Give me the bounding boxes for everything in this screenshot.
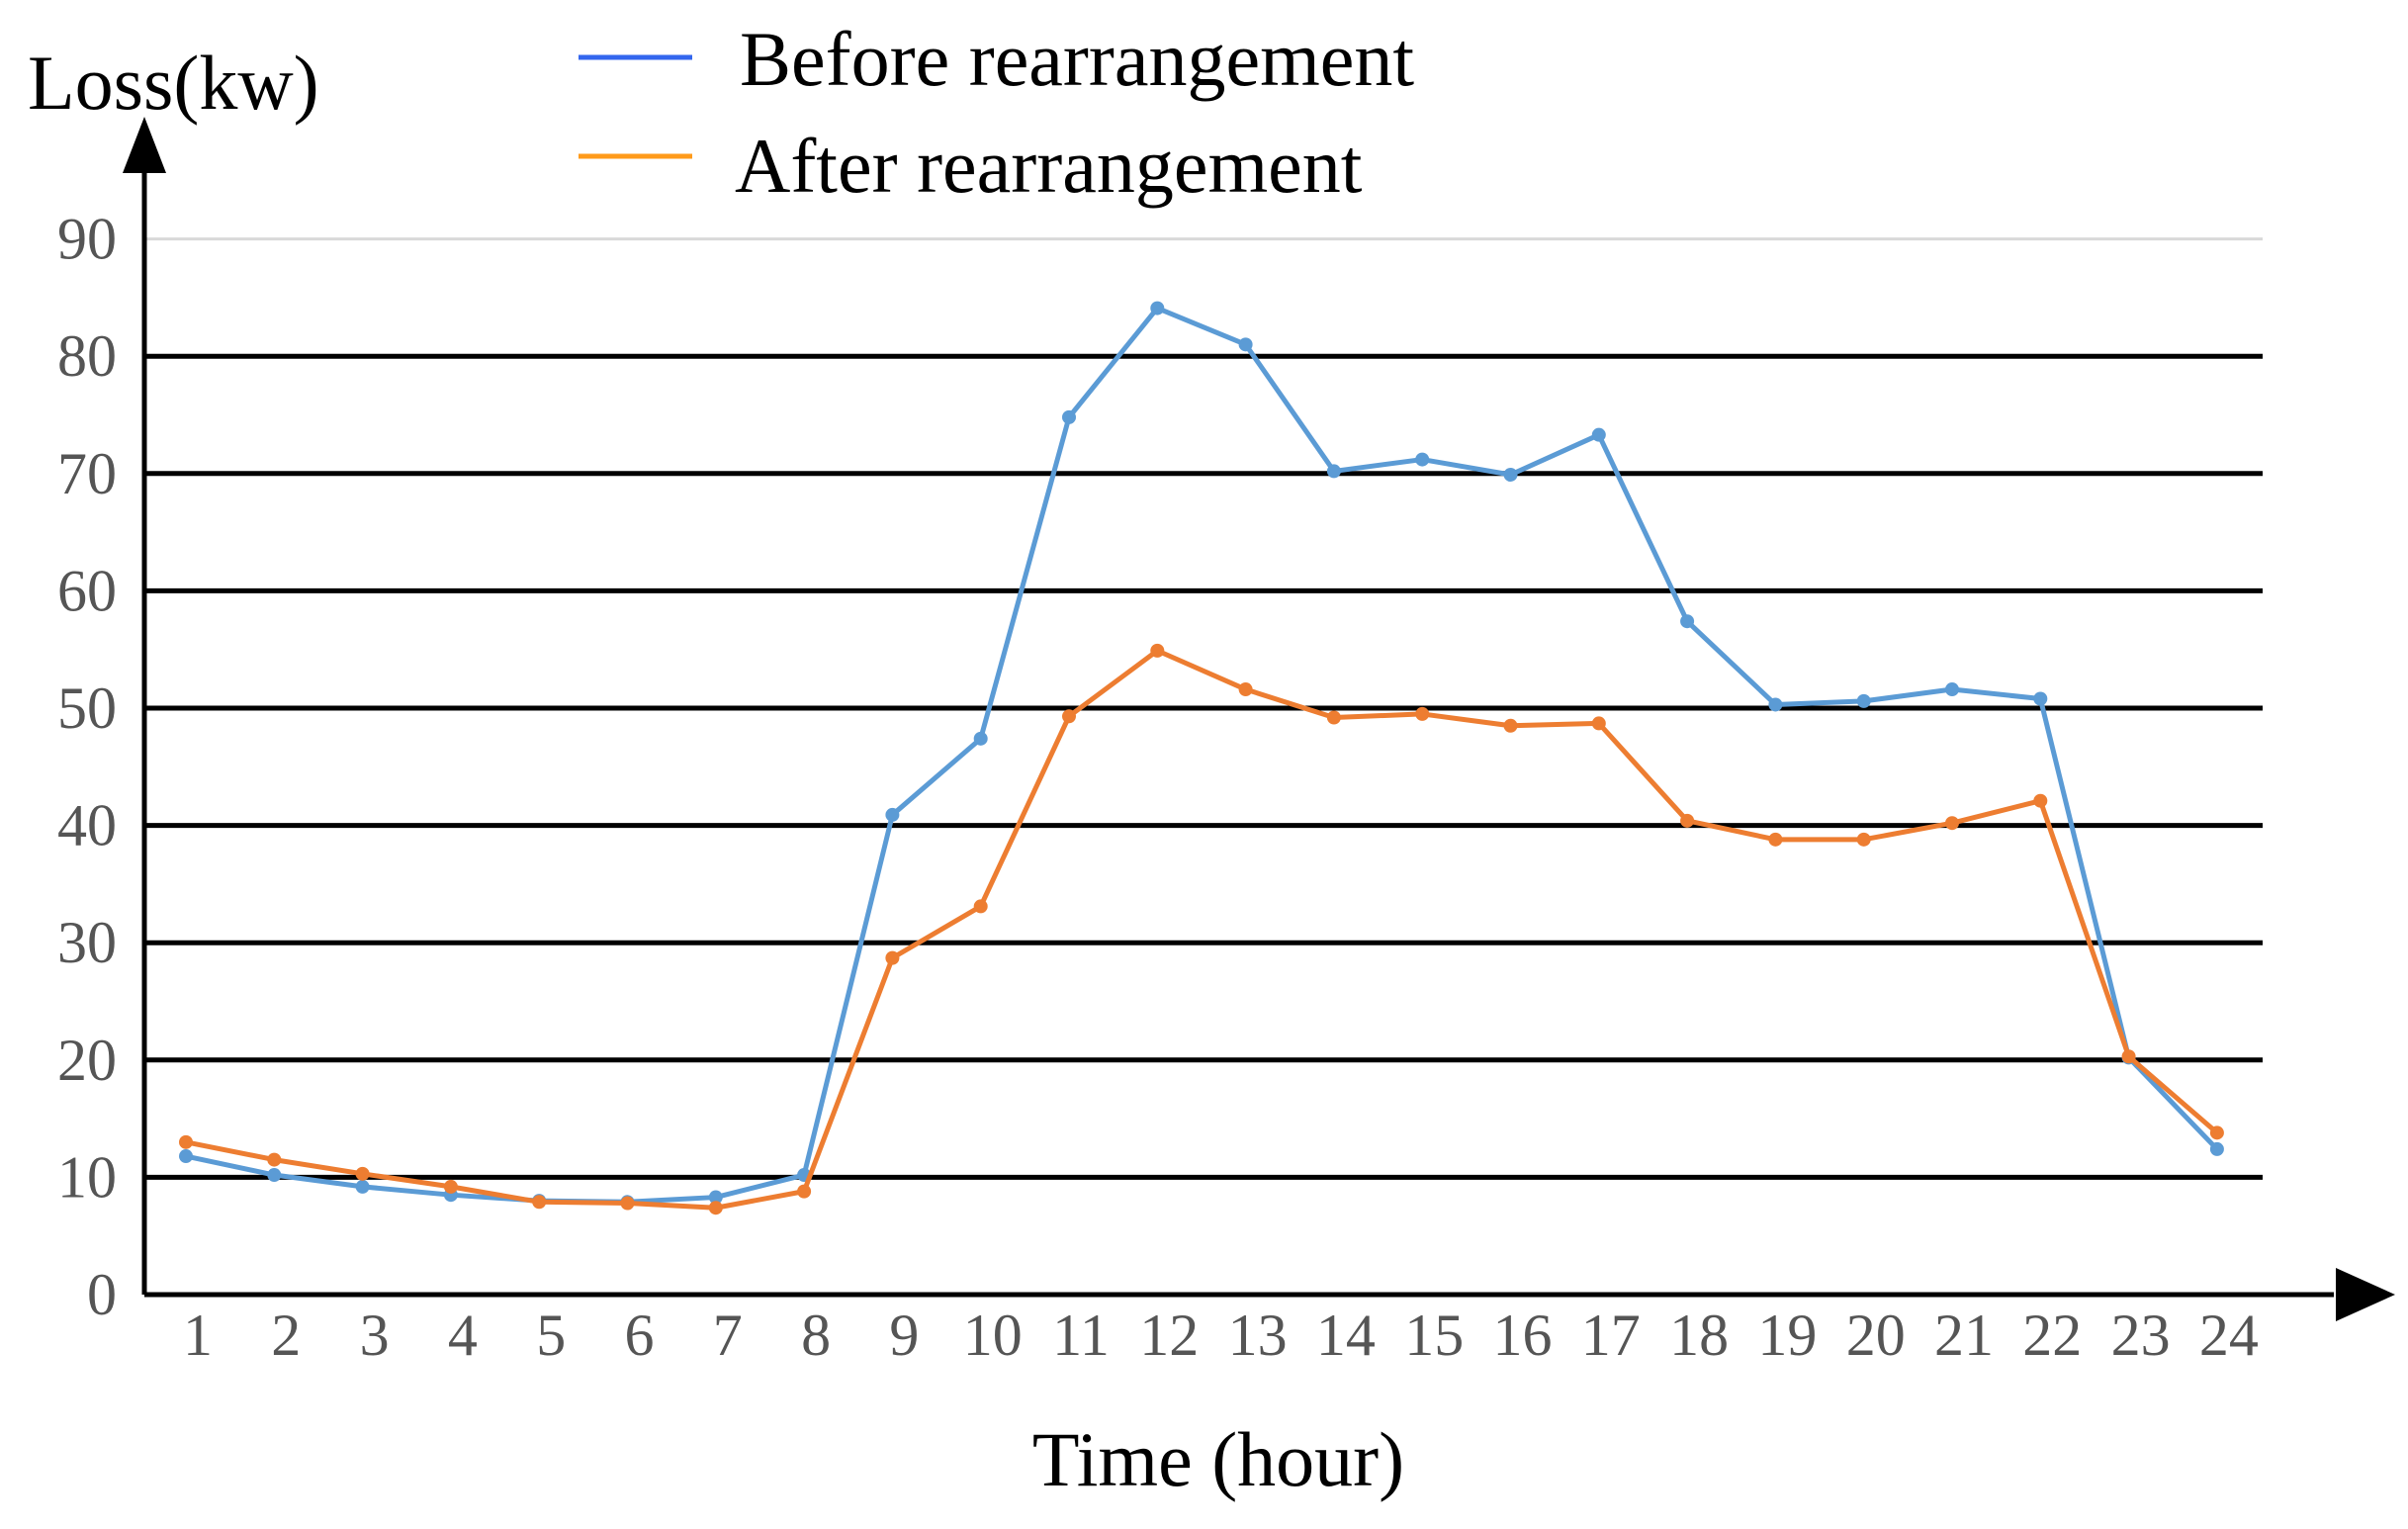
data-point-before-7 xyxy=(708,1190,723,1205)
x-tick-label-15: 15 xyxy=(1404,1303,1464,1368)
legend-label-before: Before rearrangement xyxy=(740,16,1414,102)
x-tick-label-19: 19 xyxy=(1757,1303,1817,1368)
data-point-after-21 xyxy=(1945,816,1959,831)
data-point-before-9 xyxy=(885,807,900,822)
data-point-after-2 xyxy=(267,1152,282,1167)
x-tick-label-21: 21 xyxy=(1934,1303,1994,1368)
data-point-after-23 xyxy=(2121,1049,2136,1064)
data-point-after-13 xyxy=(1238,682,1253,697)
data-point-after-19 xyxy=(1768,832,1783,847)
data-point-after-1 xyxy=(179,1134,193,1149)
y-tick-label-80: 80 xyxy=(57,323,117,389)
data-point-before-18 xyxy=(1680,614,1695,629)
data-point-after-24 xyxy=(2209,1125,2224,1140)
x-axis-title: Time (hour) xyxy=(1032,1416,1404,1502)
x-tick-label-8: 8 xyxy=(801,1303,831,1368)
y-tick-label-0: 0 xyxy=(87,1262,117,1327)
data-point-after-6 xyxy=(620,1196,635,1211)
data-point-after-16 xyxy=(1503,718,1518,733)
data-point-after-9 xyxy=(885,950,900,965)
y-tick-label-30: 30 xyxy=(57,910,117,975)
x-tick-label-16: 16 xyxy=(1493,1303,1553,1368)
legend: Before rearrangement After rearrangement xyxy=(579,16,1414,209)
data-point-before-15 xyxy=(1415,452,1430,467)
x-tick-label-20: 20 xyxy=(1846,1303,1906,1368)
data-point-before-12 xyxy=(1150,301,1165,315)
x-tick-label-9: 9 xyxy=(889,1303,919,1368)
x-tick-label-6: 6 xyxy=(625,1303,655,1368)
y-tick-labels: 0 10 20 30 40 50 60 70 80 90 xyxy=(57,207,117,1327)
data-point-before-2 xyxy=(267,1168,282,1183)
data-point-before-20 xyxy=(1856,693,1871,708)
y-axis-arrow-icon xyxy=(123,117,166,173)
y-tick-label-20: 20 xyxy=(57,1028,117,1093)
x-tick-label-5: 5 xyxy=(536,1303,566,1368)
data-point-before-14 xyxy=(1326,464,1341,479)
data-point-after-10 xyxy=(973,899,988,914)
data-point-after-7 xyxy=(708,1201,723,1215)
data-point-after-17 xyxy=(1591,716,1606,731)
x-tick-label-13: 13 xyxy=(1228,1303,1288,1368)
data-point-before-3 xyxy=(355,1179,370,1194)
y-tick-label-50: 50 xyxy=(57,675,117,741)
data-point-after-8 xyxy=(797,1184,812,1199)
data-point-after-4 xyxy=(443,1179,458,1194)
x-tick-label-10: 10 xyxy=(963,1303,1023,1368)
data-point-after-18 xyxy=(1680,813,1695,828)
y-tick-label-60: 60 xyxy=(57,558,117,623)
y-tick-label-90: 90 xyxy=(57,207,117,272)
x-tick-labels: 1 2 3 4 5 6 7 8 9 10 11 12 13 14 15 16 17 18 19 20 21 22 23 24 xyxy=(183,1303,2259,1368)
x-tick-label-12: 12 xyxy=(1139,1303,1199,1368)
data-point-after-14 xyxy=(1326,710,1341,725)
y-tick-label-10: 10 xyxy=(57,1144,117,1210)
x-tick-label-14: 14 xyxy=(1316,1303,1376,1368)
axes xyxy=(123,117,2395,1321)
data-point-after-20 xyxy=(1856,832,1871,847)
data-point-before-24 xyxy=(2209,1141,2224,1156)
series-line-before xyxy=(185,306,2219,1205)
x-tick-label-22: 22 xyxy=(2022,1303,2082,1368)
data-point-before-11 xyxy=(1062,409,1076,424)
y-axis-title: Loss(kw) xyxy=(28,40,319,126)
data-point-before-13 xyxy=(1238,337,1253,352)
series-line-after xyxy=(185,648,2219,1211)
data-point-before-21 xyxy=(1945,682,1959,697)
x-tick-label-18: 18 xyxy=(1669,1303,1729,1368)
legend-label-after: After rearrangement xyxy=(735,123,1363,209)
data-point-before-16 xyxy=(1503,467,1518,482)
data-point-after-5 xyxy=(532,1195,547,1210)
series xyxy=(179,301,2224,1215)
data-point-before-10 xyxy=(973,731,988,746)
x-tick-label-3: 3 xyxy=(360,1303,390,1368)
x-tick-label-7: 7 xyxy=(713,1303,743,1368)
data-point-before-1 xyxy=(179,1149,193,1164)
x-tick-label-1: 1 xyxy=(183,1303,213,1368)
series-after xyxy=(179,643,2224,1215)
x-axis-arrow-icon xyxy=(2336,1268,2395,1321)
data-point-before-17 xyxy=(1591,427,1606,442)
data-point-after-11 xyxy=(1062,709,1076,724)
data-point-after-22 xyxy=(2033,793,2048,808)
data-point-before-22 xyxy=(2033,691,2048,706)
x-tick-label-24: 24 xyxy=(2199,1303,2259,1368)
data-point-after-15 xyxy=(1415,706,1430,721)
x-tick-label-17: 17 xyxy=(1581,1303,1641,1368)
x-tick-label-4: 4 xyxy=(448,1303,478,1368)
x-tick-label-2: 2 xyxy=(271,1303,301,1368)
series-before xyxy=(179,301,2224,1210)
gridlines xyxy=(144,237,2263,1180)
data-point-before-19 xyxy=(1768,697,1783,712)
y-tick-label-40: 40 xyxy=(57,793,117,858)
data-point-after-3 xyxy=(355,1166,370,1181)
data-point-after-12 xyxy=(1150,643,1165,658)
x-tick-label-23: 23 xyxy=(2111,1303,2171,1368)
x-tick-label-11: 11 xyxy=(1052,1303,1110,1368)
y-tick-label-70: 70 xyxy=(57,441,117,506)
